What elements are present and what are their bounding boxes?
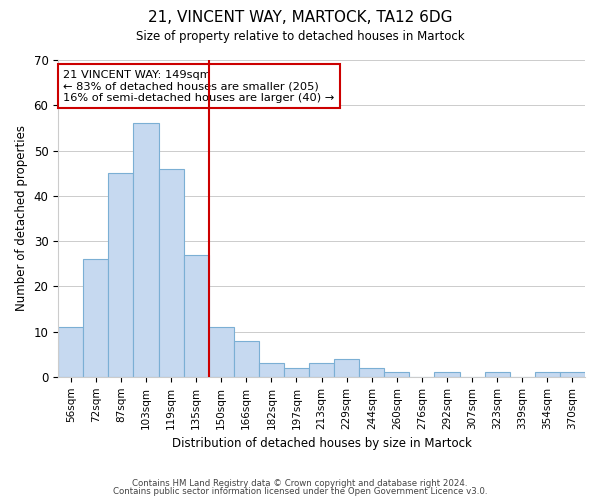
Text: Contains public sector information licensed under the Open Government Licence v3: Contains public sector information licen…: [113, 487, 487, 496]
Y-axis label: Number of detached properties: Number of detached properties: [15, 126, 28, 312]
Bar: [184, 254, 209, 377]
Bar: [384, 372, 409, 377]
Bar: [109, 173, 133, 377]
Bar: [560, 372, 585, 377]
Bar: [434, 372, 460, 377]
X-axis label: Distribution of detached houses by size in Martock: Distribution of detached houses by size …: [172, 437, 472, 450]
Bar: [133, 124, 158, 377]
Bar: [535, 372, 560, 377]
Bar: [309, 363, 334, 377]
Bar: [83, 259, 109, 377]
Text: 21 VINCENT WAY: 149sqm
← 83% of detached houses are smaller (205)
16% of semi-de: 21 VINCENT WAY: 149sqm ← 83% of detached…: [64, 70, 335, 102]
Bar: [58, 327, 83, 377]
Bar: [284, 368, 309, 377]
Text: Size of property relative to detached houses in Martock: Size of property relative to detached ho…: [136, 30, 464, 43]
Bar: [334, 358, 359, 377]
Bar: [485, 372, 510, 377]
Text: Contains HM Land Registry data © Crown copyright and database right 2024.: Contains HM Land Registry data © Crown c…: [132, 478, 468, 488]
Bar: [209, 327, 234, 377]
Bar: [158, 168, 184, 377]
Text: 21, VINCENT WAY, MARTOCK, TA12 6DG: 21, VINCENT WAY, MARTOCK, TA12 6DG: [148, 10, 452, 25]
Bar: [359, 368, 384, 377]
Bar: [259, 363, 284, 377]
Bar: [234, 340, 259, 377]
